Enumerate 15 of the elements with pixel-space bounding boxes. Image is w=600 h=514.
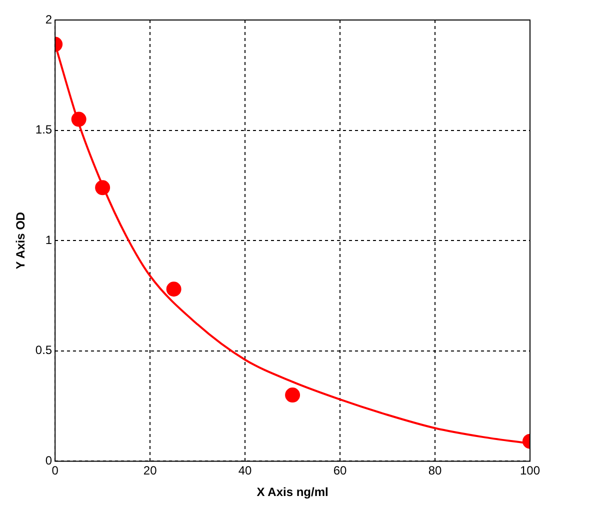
y-axis-title: Y Axis OD (14, 212, 28, 270)
point (166, 282, 182, 297)
y-tick-label: 1.5 (35, 122, 52, 137)
x-tick-label: 80 (428, 464, 442, 478)
y-tick-label: 0 (45, 454, 52, 468)
x-tick-label: 20 (143, 464, 158, 478)
y-tick-label: 1 (45, 232, 52, 247)
point (95, 180, 110, 196)
x-axis-title: X Axis ng/ml (256, 485, 328, 500)
x-tick-label: 60 (333, 464, 348, 478)
y-tick-label: 0.5 (35, 343, 52, 358)
y-tick-label: 2 (45, 12, 52, 26)
point (71, 112, 86, 127)
x-tick-label: 40 (238, 464, 252, 478)
x-tick-label: 100 (520, 464, 540, 478)
